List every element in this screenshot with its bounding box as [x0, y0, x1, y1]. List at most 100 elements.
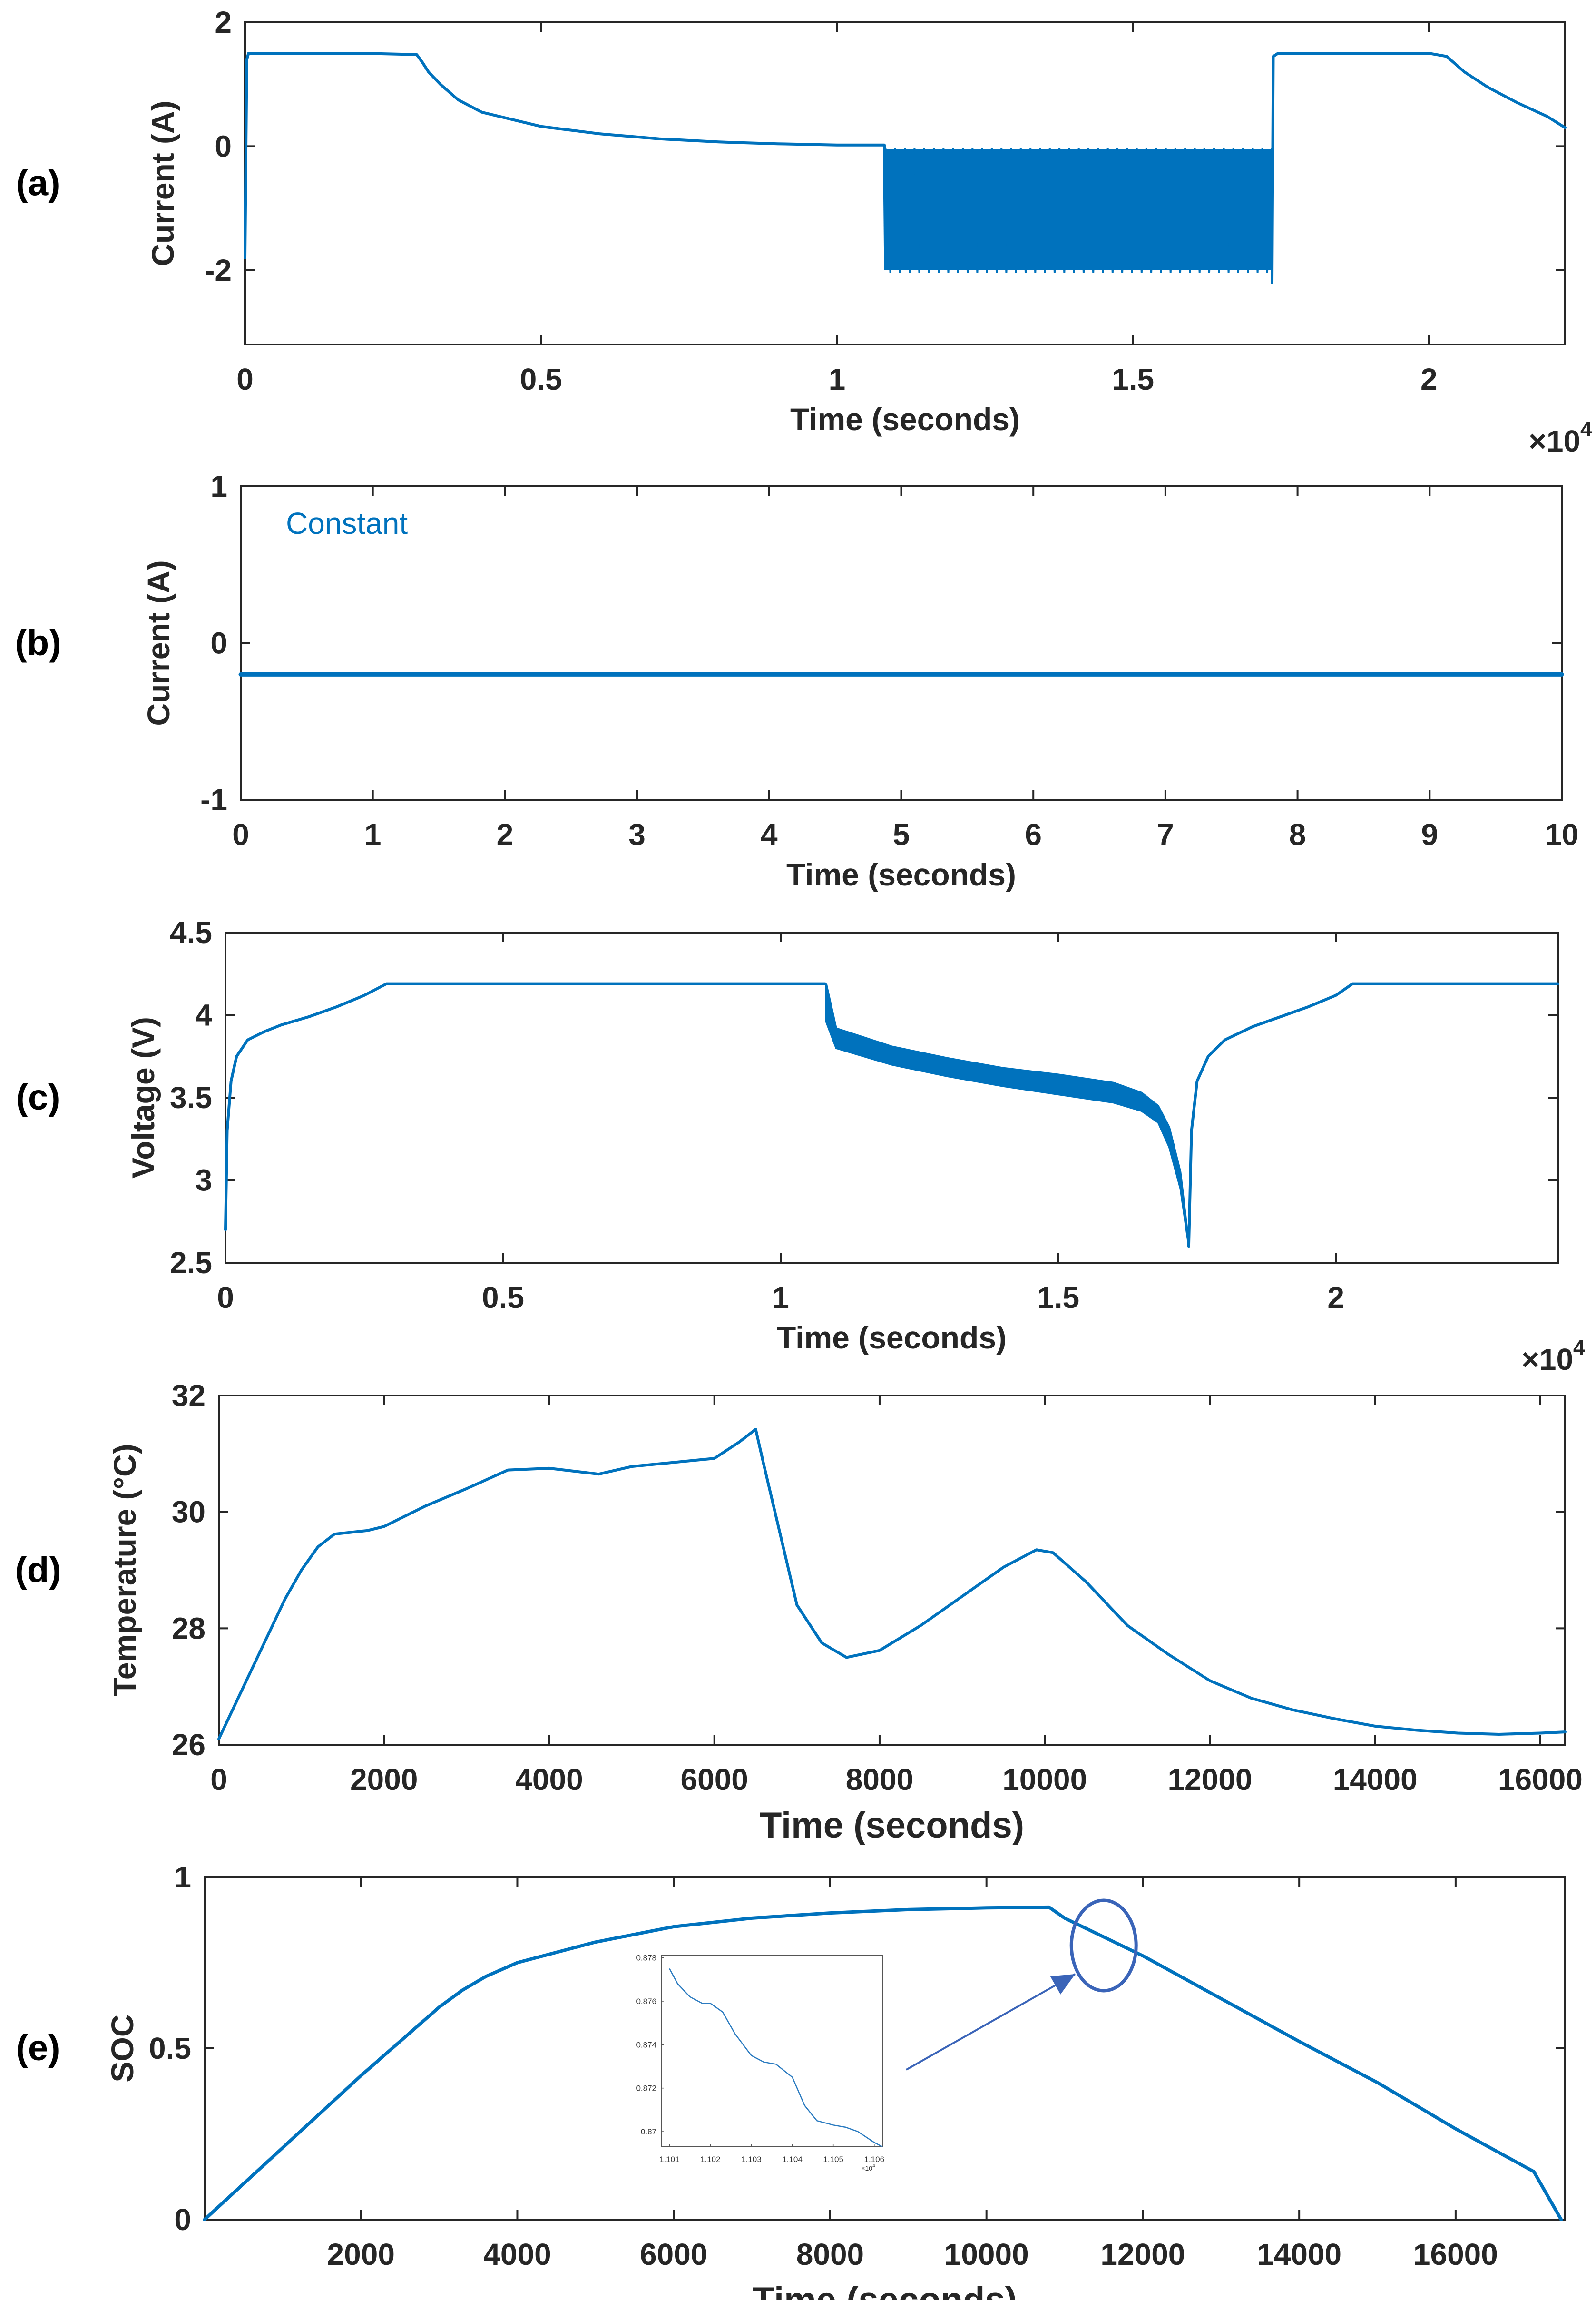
- x-tick-label: 16000: [1413, 2237, 1498, 2271]
- x-exponent-base: ×10: [1528, 424, 1580, 458]
- x-tick-label: 1: [772, 1280, 789, 1315]
- oscillation-zigzag: [884, 148, 1273, 273]
- inset-x-tick-label: 1.102: [700, 2155, 721, 2164]
- y-axis-label: SOC: [105, 2014, 140, 2082]
- x-exponent: ×104: [1521, 1336, 1585, 1376]
- inset-y-tick-label: 0.876: [636, 1997, 656, 2006]
- y-tick-label: 2: [215, 5, 232, 39]
- x-tick-label: 10000: [944, 2237, 1029, 2271]
- plot-frame: [240, 485, 1563, 801]
- inset-y-tick-label: 0.87: [641, 2127, 656, 2136]
- x-tick-label: 4000: [483, 2237, 551, 2271]
- plot-frame: [225, 932, 1559, 1264]
- y-tick-label: 32: [172, 1378, 206, 1413]
- y-tick-label: 3: [195, 1163, 212, 1198]
- chart-panel-d: 0 2000 4000 6000 8000 10000 12000 14000 16000 26 2…: [15, 1378, 1582, 1846]
- x-tick-label: 7: [1157, 817, 1174, 852]
- inset-x-tick-label: 1.105: [823, 2155, 843, 2164]
- x-exponent-power: 4: [1580, 418, 1592, 441]
- chart-panel-a: 0 0.5 1 1.5 2 -2 0 2 Time (seconds) Current (A) (a…: [16, 5, 1592, 458]
- inset-series-line: [669, 1968, 883, 2148]
- panel-label: (d): [15, 1550, 61, 1590]
- x-tick-label: 10000: [1002, 1762, 1087, 1797]
- x-tick-label: 1.5: [1112, 362, 1154, 396]
- x-tick-label: 8000: [846, 1762, 913, 1797]
- plot-frame: [218, 1395, 1566, 1746]
- x-tick-label: 2000: [327, 2237, 395, 2271]
- chart-panel-e: 2000 4000 6000 8000 10000 12000 14000 16000 0 0.5…: [16, 1860, 1566, 2300]
- y-tick-label: 0.5: [149, 2031, 191, 2065]
- x-tick-label: 1.5: [1037, 1280, 1079, 1315]
- chart-panel-c: 0 0.5 1 1.5 2 2.5 3 3.5 4 4.5 Time (seconds) Voltag…: [16, 915, 1585, 1376]
- x-axis-label: Time (seconds): [753, 2280, 1017, 2300]
- plot-frame: [204, 1876, 1566, 2221]
- discharge-start-edge: [882, 145, 887, 270]
- x-axis-label: Time (seconds): [777, 1320, 1007, 1355]
- x-tick-label: 4000: [515, 1762, 583, 1797]
- inset-chart: 1.101 1.102 1.103 1.104 1.105 1.106 0.87 0.872 0…: [636, 1954, 884, 2172]
- inset-x-exponent-power: 4: [872, 2163, 875, 2169]
- x-axis-label: Time (seconds): [760, 1805, 1024, 1846]
- panel-label: (c): [16, 1077, 60, 1118]
- inset-frame: [661, 1955, 883, 2147]
- series-line-soc: [203, 1905, 1563, 2221]
- x-tick-label: 0: [232, 817, 249, 852]
- constant-annotation: Constant: [286, 506, 408, 541]
- y-tick-label: -2: [205, 253, 232, 287]
- x-tick-label: 3: [628, 817, 646, 852]
- y-tick-label: 28: [172, 1611, 206, 1645]
- y-tick-label: 1: [174, 1860, 191, 1894]
- x-tick-label: 0.5: [482, 1280, 524, 1315]
- y-tick-label: -1: [200, 783, 227, 817]
- x-tick-label: 6: [1025, 817, 1042, 852]
- inset-x-exponent-base: ×10: [861, 2164, 872, 2172]
- x-exponent: ×104: [1528, 418, 1592, 458]
- x-tick-label: 0: [236, 362, 254, 396]
- y-tick-label: 0: [215, 129, 232, 163]
- x-tick-label: 1: [364, 817, 382, 852]
- x-tick-label: 5: [893, 817, 910, 852]
- series-line-voltage-recharge: [1187, 982, 1559, 1248]
- y-tick-label: 2.5: [170, 1246, 212, 1280]
- x-tick-label: 0.5: [520, 362, 562, 396]
- x-tick-label: 8000: [796, 2237, 864, 2271]
- x-tick-label: 0: [217, 1280, 234, 1315]
- x-tick-label: 16000: [1498, 1762, 1583, 1797]
- x-tick-label: 8: [1289, 817, 1306, 852]
- y-tick-label: 4: [195, 998, 212, 1032]
- series-line-current-tail: [1271, 52, 1567, 284]
- y-tick-label: 26: [172, 1728, 206, 1762]
- inset-x-tick-label: 1.101: [659, 2155, 680, 2164]
- y-axis-label: Current (A): [141, 560, 176, 726]
- y-axis-label: Temperature (°C): [107, 1444, 142, 1696]
- x-tick-label: 12000: [1167, 1762, 1252, 1797]
- inset-y-tick-label: 0.872: [636, 2084, 656, 2093]
- panel-label: (b): [15, 623, 61, 663]
- x-tick-label: 2: [1327, 1280, 1344, 1315]
- x-tick-label: 2: [1420, 362, 1438, 396]
- inset-x-tick-label: 1.103: [741, 2155, 762, 2164]
- y-tick-label: 0: [174, 2202, 191, 2237]
- y-tick-label: 4.5: [170, 915, 212, 950]
- x-tick-label: 9: [1421, 817, 1439, 852]
- y-tick-label: 30: [172, 1495, 206, 1529]
- x-tick-label: 6000: [681, 1762, 748, 1797]
- x-tick-label: 2000: [350, 1762, 418, 1797]
- inset-x-tick-label: 1.104: [782, 2155, 803, 2164]
- x-tick-label: 1: [829, 362, 846, 396]
- y-axis-label: Current (A): [145, 100, 180, 266]
- y-axis-label: Voltage (V): [126, 1017, 161, 1179]
- x-exponent-power: 4: [1573, 1336, 1585, 1359]
- zoom-arrow-line: [906, 1973, 1076, 2071]
- x-tick-label: 6000: [640, 2237, 707, 2271]
- x-tick-label: 12000: [1100, 2237, 1185, 2271]
- x-tick-label: 10: [1545, 817, 1578, 852]
- y-tick-label: 1: [210, 469, 227, 503]
- panel-label: (a): [16, 163, 60, 204]
- x-tick-label: 0: [210, 1762, 227, 1797]
- x-tick-label: 14000: [1333, 1762, 1418, 1797]
- series-line-temperature: [217, 1428, 1567, 1740]
- inset-y-tick-label: 0.878: [636, 1954, 656, 1963]
- highlight-ellipse: [1069, 1898, 1138, 1993]
